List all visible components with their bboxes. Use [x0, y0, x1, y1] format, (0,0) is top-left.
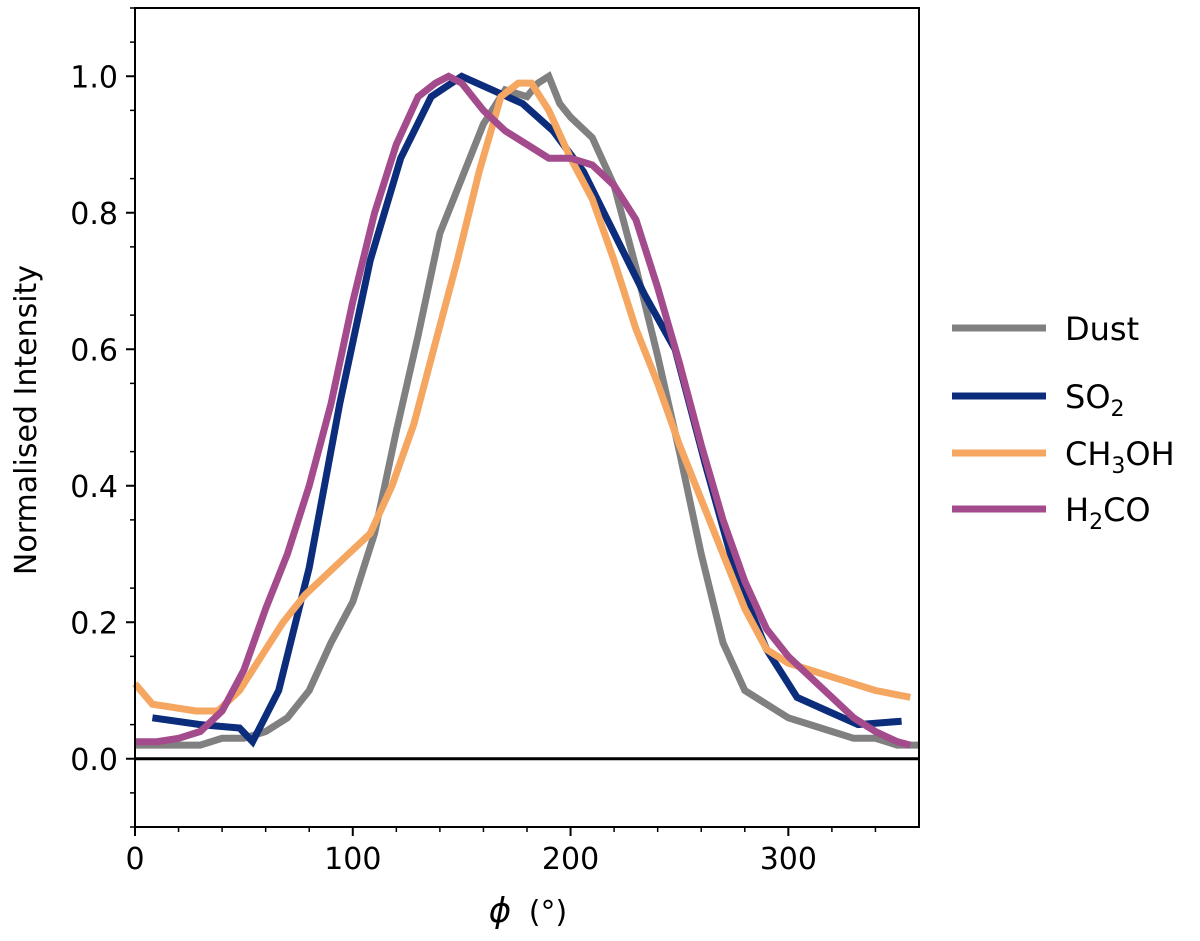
series-line-dust — [135, 71, 919, 749]
legend-label-ch3oh: CH3OH — [1065, 435, 1175, 479]
series-line-ch3oh — [132, 79, 911, 715]
y-tick-label: 0.4 — [70, 470, 118, 505]
x-tick-label: 0 — [125, 842, 144, 877]
y-axis-title: Normalised Intensity — [9, 265, 44, 575]
y-tick-label: 1.0 — [70, 60, 118, 95]
y-axis-ticks: 0.0 0.2 0.4 0.6 0.8 1.0 — [70, 7, 135, 828]
legend: Dust SO2 CH3OH H2CO — [952, 310, 1175, 535]
legend-label-so2: SO2 — [1065, 378, 1125, 422]
y-tick-label: 0.8 — [70, 197, 118, 232]
x-axis-title: ϕ (°) — [489, 891, 567, 931]
x-axis-unit: (°) — [529, 895, 567, 930]
x-axis-symbol: ϕ — [489, 891, 511, 931]
y-tick-label: 0.2 — [70, 606, 118, 641]
x-tick-label: 300 — [760, 842, 817, 877]
series-layer — [132, 7, 920, 828]
legend-label-dust: Dust — [1065, 310, 1139, 348]
y-tick-label: 0.0 — [70, 743, 118, 778]
legend-label-h2co: H2CO — [1065, 491, 1151, 535]
series-line-so2 — [151, 72, 902, 748]
y-tick-label: 0.6 — [70, 333, 118, 368]
x-tick-label: 200 — [542, 842, 599, 877]
plot-frame — [134, 7, 920, 828]
x-tick-label: 100 — [324, 842, 381, 877]
x-axis-ticks: 0 100 200 300 — [125, 827, 877, 877]
series-line-h2co — [135, 72, 912, 749]
